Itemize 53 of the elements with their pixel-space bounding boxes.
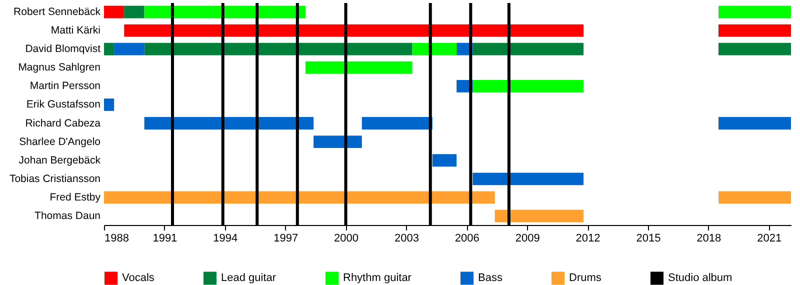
x-tick-label: 1997	[274, 232, 298, 244]
y-tick-label: Thomas Daun	[34, 210, 101, 222]
bar	[718, 117, 791, 130]
bar	[104, 6, 124, 18]
bar	[718, 24, 791, 37]
y-tick-label: Magnus Sahlgren	[18, 62, 101, 74]
legend-label: Rhythm guitar	[343, 272, 412, 284]
y-tick-label: Martin Persson	[30, 80, 101, 92]
bar	[144, 117, 314, 130]
bar	[314, 136, 362, 148]
bar	[104, 42, 114, 56]
bar	[718, 42, 791, 56]
x-tick-label: 2015	[636, 232, 661, 244]
legend-label: Bass	[478, 272, 503, 284]
y-tick-label: Robert Sennebäck	[14, 6, 102, 18]
bar	[472, 80, 584, 92]
x-tick-label: 2003	[394, 232, 419, 244]
y-tick-label: David Blomqvist	[25, 43, 101, 56]
x-tick-label: 1994	[213, 232, 238, 244]
bar	[144, 42, 412, 56]
bar	[104, 98, 114, 111]
bar	[412, 42, 457, 56]
bar	[305, 61, 412, 74]
bar	[362, 117, 432, 130]
bar	[718, 191, 791, 204]
y-tick-label: Matti Kärki	[50, 24, 100, 37]
y-tick-label: Fred Estby	[50, 191, 102, 204]
x-tick-label: 2009	[515, 232, 540, 244]
legend-label: Lead guitar	[221, 272, 276, 284]
legend-label: Studio album	[668, 272, 732, 284]
x-tick-label: 2021	[757, 232, 782, 244]
bar	[104, 191, 495, 204]
x-tick-label: 1988	[104, 232, 129, 244]
bar	[494, 210, 584, 222]
bar	[718, 6, 791, 18]
bar	[124, 6, 144, 18]
y-tick-label: Richard Cabeza	[25, 117, 101, 130]
x-tick-label: 2018	[696, 232, 722, 244]
bar	[472, 42, 584, 56]
y-tick-label: Sharlee D'Angelo	[19, 136, 101, 148]
y-tick-label: Erik Gustafsson	[26, 98, 101, 111]
bar	[472, 172, 584, 186]
y-tick-label: Tobias Cristiansson	[9, 172, 101, 185]
y-tick-label: Johan Bergebäck	[18, 154, 102, 166]
legend-label: Vocals	[122, 272, 155, 284]
legend-label: Drums	[569, 272, 602, 284]
bar	[124, 24, 584, 37]
x-tick-label: 1991	[152, 232, 178, 244]
bar	[114, 42, 144, 56]
bar	[432, 154, 457, 167]
x-tick-label: 2000	[334, 232, 358, 244]
x-tick-label: 2012	[576, 232, 600, 244]
x-tick-label: 2006	[454, 232, 480, 244]
